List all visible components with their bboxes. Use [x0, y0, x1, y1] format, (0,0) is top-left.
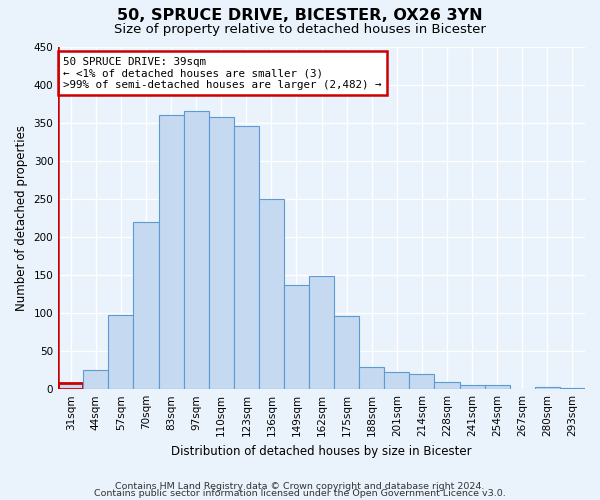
X-axis label: Distribution of detached houses by size in Bicester: Distribution of detached houses by size …	[171, 444, 472, 458]
Bar	[385, 372, 409, 389]
Text: 50, SPRUCE DRIVE, BICESTER, OX26 3YN: 50, SPRUCE DRIVE, BICESTER, OX26 3YN	[117, 8, 483, 22]
Bar	[109, 314, 133, 389]
Bar	[83, 370, 109, 389]
Bar	[58, 383, 83, 389]
Bar	[409, 374, 434, 389]
Bar	[133, 222, 158, 389]
Text: Contains public sector information licensed under the Open Government Licence v3: Contains public sector information licen…	[94, 488, 506, 498]
Y-axis label: Number of detached properties: Number of detached properties	[15, 125, 28, 311]
Text: 50 SPRUCE DRIVE: 39sqm
← <1% of detached houses are smaller (3)
>99% of semi-det: 50 SPRUCE DRIVE: 39sqm ← <1% of detached…	[64, 57, 382, 90]
Bar	[359, 367, 385, 389]
Bar	[284, 285, 309, 389]
Bar	[259, 199, 284, 389]
Bar	[309, 276, 334, 389]
Bar	[535, 387, 560, 389]
Bar	[334, 316, 359, 389]
Bar	[460, 386, 485, 389]
Bar	[158, 115, 184, 389]
Bar	[184, 111, 209, 389]
Bar	[234, 126, 259, 389]
Bar	[209, 118, 234, 389]
Bar	[560, 388, 585, 389]
Text: Contains HM Land Registry data © Crown copyright and database right 2024.: Contains HM Land Registry data © Crown c…	[115, 482, 485, 491]
Bar	[434, 382, 460, 389]
Bar	[485, 386, 510, 389]
Text: Size of property relative to detached houses in Bicester: Size of property relative to detached ho…	[114, 22, 486, 36]
